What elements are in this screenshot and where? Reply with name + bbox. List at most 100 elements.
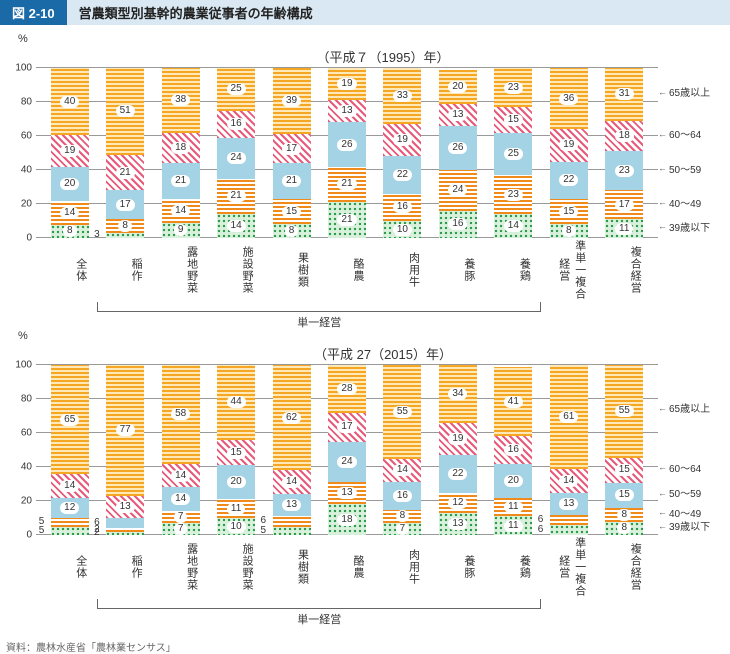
category-label: 養豚 [439,537,477,597]
segment-a65: 38 [162,68,200,133]
segment-value: 11 [615,223,633,235]
segment-value: 14 [282,476,301,488]
legend-item-u39: 39歳以下 [658,219,710,234]
segment-a65: 58 [162,365,200,464]
bar-col: 56131462 [273,365,311,535]
segment-a65: 77 [106,365,144,496]
segment-a4049: 8 [605,508,643,521]
segment-value: 11 [227,503,245,515]
segment-a65: 51 [106,68,144,155]
y-axis-unit: % [18,33,28,45]
bar-col: 815211739 [273,68,311,238]
segment-value: 14 [227,220,246,232]
segment-a5059: 16 [383,482,421,509]
segment-value: 16 [227,118,246,130]
category-label: 全体 [51,240,89,300]
segment-value: 14 [171,493,190,505]
segment-value: 36 [559,93,578,105]
segment-u39: 10 [217,518,255,535]
segment-value: 15 [615,489,634,501]
segment-a5059: 24 [328,442,366,483]
segment-value: 17 [116,199,135,211]
segment-value: 23 [504,189,523,201]
segment-a65: 33 [383,68,421,124]
bar-col: 1117231831 [605,68,643,238]
segment-value: 24 [227,152,246,164]
segment-value: 17 [282,143,301,155]
segment-value: 18 [337,514,356,526]
bar-col: 38172151 [106,68,144,238]
segment-value: 41 [504,396,523,408]
segment-value: 17 [337,421,356,433]
segment-a4049: 21 [328,167,366,203]
segment-a6064: 21 [106,155,144,191]
segment-value: 19 [559,139,578,151]
legend-item-a65: 65歳以上 [658,400,710,415]
segment-u39: 7 [383,523,421,535]
category-label: 施設野菜 [217,240,255,300]
segment-value: 21 [171,175,190,187]
segment-value: 24 [337,456,356,468]
category-label: 養鶏 [494,537,532,597]
segment-a65: 41 [494,367,532,437]
segment-a6064: 16 [217,111,255,138]
segment-a4049: 7 [162,511,200,523]
segment-a6064: 19 [51,135,89,167]
category-label: 養鶏 [494,240,532,300]
legend-item-a5059: 50～59 [658,485,701,500]
y-tick: 100 [15,360,32,371]
segment-a4049: 11 [217,499,255,518]
legend-item-a4049: 40～49 [658,195,701,210]
segment-a5059: 20 [217,465,255,499]
segment-a6064: 13 [106,496,144,518]
segment-a6064: 13 [439,104,477,126]
segment-a6064: 14 [383,459,421,483]
segment-a65: 19 [328,68,366,100]
segment-value: 22 [393,169,412,181]
category-label: 準単一複合経営 [550,537,588,597]
segment-a5059: 25 [494,133,532,176]
bar-col: 55121465 [51,365,89,535]
segment-value: 10 [393,224,412,236]
figure-title: 営農類型別基幹的農業従事者の年齢構成 [67,0,730,25]
segment-value: 14 [60,207,79,219]
segment-u39: 5 [273,527,311,536]
segment-a65: 31 [605,68,643,121]
segment-a4049: 5 [51,518,89,526]
segment-a5059: 6 [106,518,144,528]
segment-value: 61 [559,411,578,423]
segment-value: 44 [227,396,246,408]
segment-a65: 25 [217,68,255,111]
segment-value: 6 [90,517,104,529]
segment-a4049: 16 [383,194,421,221]
segment-value: 19 [393,134,412,146]
segment-a4049: 8 [106,219,144,233]
segment-value: 77 [116,424,135,436]
segment-a5059: 14 [162,487,200,511]
segment-value: 33 [393,90,412,102]
segment-a6064: 15 [605,458,643,483]
segment-a65: 62 [273,365,311,470]
category-label: 養豚 [439,240,477,300]
segment-a5059: 22 [439,455,477,492]
segment-value: 21 [227,190,246,202]
segment-a6064: 19 [439,423,477,455]
category-label: 全体 [51,537,89,597]
segment-value: 31 [615,88,634,100]
segment-a5059: 21 [162,163,200,199]
source-note: 資料：農林水産省「農林業センサス」 [0,639,730,654]
segment-u39: 8 [605,522,643,535]
segment-a5059: 13 [550,493,588,515]
segment-a65: 55 [383,365,421,459]
bar-col: 914211838 [162,68,200,238]
bar-col: 2121261319 [328,68,366,238]
bar-col: 78161455 [383,365,421,535]
y-tick: 60 [21,131,32,142]
segment-value: 13 [448,518,467,530]
segment-u39: 9 [162,223,200,238]
segment-value: 14 [60,480,79,492]
bar-col: 1423251523 [494,68,532,238]
segment-a5059: 17 [106,190,144,219]
bar-col: 1312221934 [439,365,477,535]
category-label: 複合経営 [605,537,643,597]
